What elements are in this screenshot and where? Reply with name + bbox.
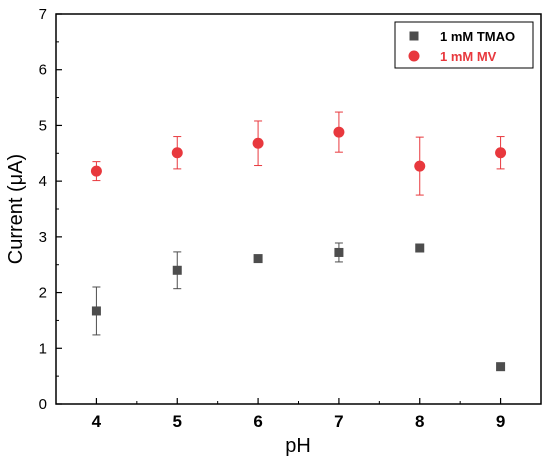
data-point-circle [333, 126, 345, 138]
data-point-square [172, 265, 182, 275]
y-tick-label: 0 [39, 396, 47, 413]
x-tick-label: 9 [496, 412, 505, 431]
data-point-square [253, 254, 263, 264]
x-tick-label: 4 [92, 412, 102, 431]
data-point-square [91, 306, 101, 316]
data-point-circle [414, 160, 426, 172]
data-point-square [334, 247, 344, 257]
x-tick-label: 7 [334, 412, 343, 431]
data-point-square [415, 243, 425, 253]
plot-frame [55, 13, 542, 405]
legend-marker-square [409, 31, 419, 41]
legend: 1 mM TMAO 1 mM MV [394, 21, 534, 69]
plot-border [55, 13, 542, 405]
y-tick-label: 6 [39, 62, 47, 79]
data-point-square [496, 362, 506, 372]
data-point-circle [252, 137, 264, 149]
legend-marker-circle [408, 50, 420, 62]
legend-label: 1 mM MV [440, 49, 497, 64]
x-tick-label: 8 [415, 412, 424, 431]
legend-label: 1 mM TMAO [440, 29, 515, 44]
data-point-circle [171, 147, 183, 159]
y-tick-label: 5 [39, 117, 47, 134]
data-point-circle [90, 165, 102, 177]
x-axis-title: pH [285, 435, 311, 457]
y-tick-label: 1 [39, 340, 47, 357]
series-layer [90, 111, 507, 372]
y-tick-label: 7 [39, 6, 47, 23]
x-tick-label: 6 [253, 412, 262, 431]
y-tick-label: 3 [39, 229, 47, 246]
y-tick-label: 4 [39, 173, 47, 190]
legend-box [394, 21, 534, 69]
x-axis: 4 5 6 7 8 9 [55, 398, 542, 431]
y-tick-label: 2 [39, 285, 47, 302]
data-point-circle [495, 147, 507, 159]
y-axis-title: Current (μA) [5, 154, 27, 264]
y-axis: 0 1 2 3 4 5 6 7 [39, 6, 62, 413]
x-tick-label: 5 [173, 412, 182, 431]
